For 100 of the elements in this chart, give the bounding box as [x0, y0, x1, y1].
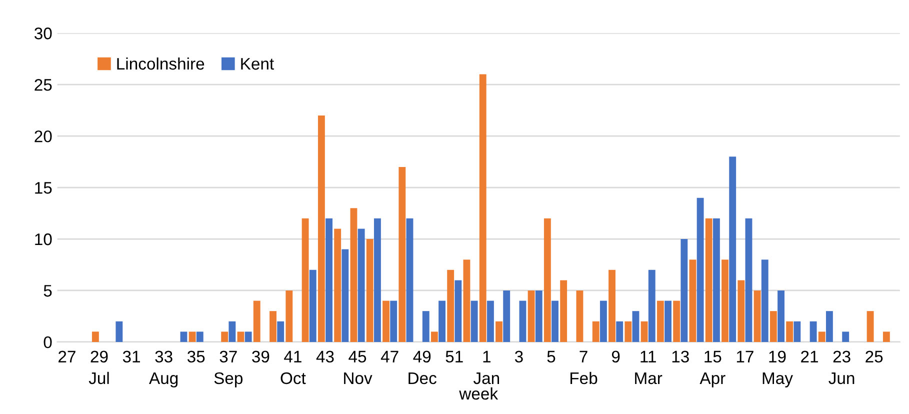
y-tick-label: 20: [34, 130, 52, 142]
bar: [826, 311, 833, 342]
y-tick-label: 25: [34, 78, 52, 91]
x-tick-label: 25: [866, 350, 883, 363]
x-tick-label: 35: [187, 350, 205, 363]
bar: [680, 239, 688, 342]
y-tick-label: 5: [44, 285, 52, 297]
y-tick-label: 30: [34, 28, 52, 40]
bar: [535, 290, 542, 342]
x-tick-label: 31: [122, 350, 140, 363]
x-tick-label: 9: [612, 350, 620, 363]
x-tick-label: 11 Mar: [635, 350, 662, 384]
bar: [656, 300, 664, 342]
bar: [729, 156, 736, 342]
bar: [552, 300, 558, 342]
y-tick-label: 15: [35, 182, 52, 194]
x-tick-label: 47: [380, 350, 398, 362]
bar: [438, 300, 446, 342]
bar: [479, 74, 486, 342]
bar: [560, 280, 568, 342]
bar: [358, 228, 365, 342]
bar: [600, 300, 607, 342]
legend-label: Lincolnshire: [117, 57, 204, 70]
bar: [770, 311, 777, 342]
bar: [624, 321, 632, 342]
bar: [810, 321, 817, 342]
bar: [92, 332, 99, 342]
bar: [286, 290, 293, 342]
bar: [519, 300, 526, 342]
bar: [786, 321, 794, 342]
bar: [116, 321, 123, 342]
x-tick-label: 51: [446, 350, 463, 363]
y-tick-label: 10: [35, 233, 52, 246]
bar: [745, 218, 752, 342]
bar: [470, 300, 478, 342]
bar: [842, 332, 850, 342]
bar: [608, 270, 616, 342]
x-tick-label: 49 Dec: [408, 350, 436, 384]
bar: [228, 321, 236, 342]
bar: [712, 218, 720, 342]
bar: [486, 300, 494, 342]
bar: [673, 300, 680, 342]
bar: [374, 218, 381, 342]
bar: [761, 260, 768, 342]
x-tick-label: 39: [252, 350, 270, 363]
bar: [309, 270, 316, 342]
bar: [430, 332, 438, 342]
bar: [705, 218, 712, 342]
bar: [818, 332, 826, 342]
x-tick-label: 3: [514, 350, 523, 363]
bar: [398, 166, 406, 342]
x-axis-title: week: [459, 387, 498, 400]
bar: [406, 218, 414, 342]
y-tick-label: 0: [44, 336, 52, 348]
bar: [696, 198, 704, 342]
bar: [302, 218, 309, 342]
bar: [794, 321, 801, 342]
bar: [722, 260, 728, 342]
bar: [592, 321, 600, 342]
x-tick-label: 33 Aug: [149, 350, 178, 388]
x-tick-label: 7 Feb: [570, 350, 598, 384]
bar: [221, 332, 228, 342]
bar: [882, 332, 890, 342]
bar: [350, 208, 358, 342]
bar: [237, 332, 244, 342]
x-tick-label: 41 Oct: [280, 350, 306, 384]
bar: [180, 332, 188, 342]
x-tick-label: 1 Jan: [473, 350, 500, 384]
legend-label: Kent: [241, 58, 274, 70]
bar: [390, 300, 398, 342]
x-tick-label: 23 Jun: [828, 350, 854, 384]
bar: [544, 218, 551, 342]
bar: [689, 260, 696, 342]
bar: [277, 321, 284, 342]
bar: [454, 280, 462, 342]
bar: [528, 290, 535, 342]
bar: [318, 115, 325, 342]
x-tick-label: 17: [736, 350, 754, 362]
x-tick-label: 21: [801, 350, 818, 362]
bar: [326, 218, 332, 342]
bar: [576, 290, 584, 342]
bar: [422, 311, 430, 342]
bar: [778, 290, 784, 342]
bar: [738, 280, 745, 342]
bar: [616, 321, 624, 342]
x-tick-label: 19 May: [762, 350, 793, 388]
bar: [754, 290, 761, 342]
bar: [632, 311, 640, 342]
bar: [463, 260, 470, 342]
bar: [496, 321, 502, 342]
x-tick-label: 37 Sep: [214, 350, 243, 388]
x-tick-label: 43: [316, 350, 334, 363]
bar: [648, 270, 656, 342]
bar: [664, 300, 672, 342]
bar: [503, 290, 510, 342]
bar: [640, 321, 648, 342]
x-tick-label: 29 Jul: [88, 350, 109, 384]
bar: [253, 300, 260, 342]
bar: [188, 332, 196, 342]
x-tick-label: 27: [58, 350, 76, 362]
